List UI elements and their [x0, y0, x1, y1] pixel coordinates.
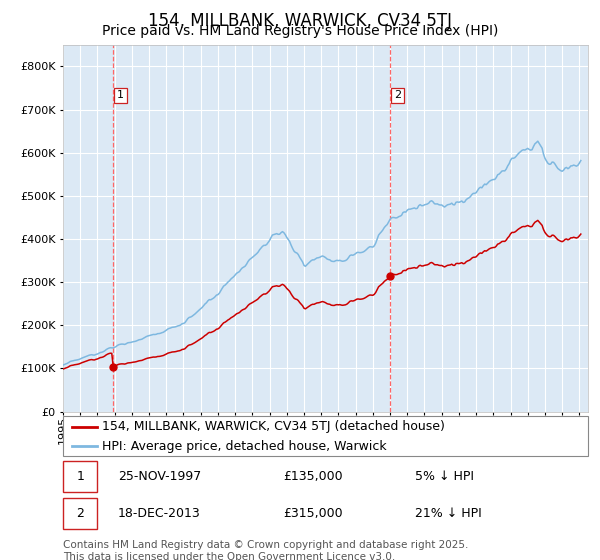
Point — [94, 423, 101, 430]
Text: 18-DEC-2013: 18-DEC-2013 — [118, 507, 201, 520]
Point — [69, 423, 76, 430]
Text: 1: 1 — [117, 90, 124, 100]
Text: 1: 1 — [76, 470, 84, 483]
Point — [69, 443, 76, 450]
Text: 154, MILLBANK, WARWICK, CV34 5TJ (detached house): 154, MILLBANK, WARWICK, CV34 5TJ (detach… — [103, 421, 445, 433]
Text: Price paid vs. HM Land Registry's House Price Index (HPI): Price paid vs. HM Land Registry's House … — [102, 24, 498, 38]
Bar — [63, 461, 97, 492]
Text: 154, MILLBANK, WARWICK, CV34 5TJ: 154, MILLBANK, WARWICK, CV34 5TJ — [148, 12, 452, 30]
Text: 21% ↓ HPI: 21% ↓ HPI — [415, 507, 482, 520]
Text: 2: 2 — [394, 90, 401, 100]
Text: £315,000: £315,000 — [284, 507, 343, 520]
Text: 5% ↓ HPI: 5% ↓ HPI — [415, 470, 474, 483]
Bar — [63, 498, 97, 529]
Text: Contains HM Land Registry data © Crown copyright and database right 2025.
This d: Contains HM Land Registry data © Crown c… — [63, 540, 469, 560]
Text: 2: 2 — [76, 507, 84, 520]
Text: 25-NOV-1997: 25-NOV-1997 — [118, 470, 202, 483]
Point — [94, 443, 101, 450]
Text: £135,000: £135,000 — [284, 470, 343, 483]
Text: HPI: Average price, detached house, Warwick: HPI: Average price, detached house, Warw… — [103, 440, 387, 452]
